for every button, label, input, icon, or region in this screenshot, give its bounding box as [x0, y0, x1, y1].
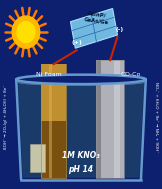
- Ellipse shape: [16, 75, 146, 84]
- Text: 1M KNO₃: 1M KNO₃: [62, 151, 100, 160]
- Text: (-): (-): [115, 27, 123, 32]
- Text: (+): (+): [72, 40, 82, 45]
- Circle shape: [17, 22, 35, 43]
- Bar: [114, 60, 120, 178]
- Polygon shape: [70, 9, 117, 48]
- Text: pH 14: pH 14: [69, 165, 93, 174]
- Text: NO₃⁻ + 6H₂O + 9e⁻ → NH₃ + 9OH⁻: NO₃⁻ + 6H₂O + 9e⁻ → NH₃ + 9OH⁻: [154, 82, 157, 152]
- Text: 8OH⁻ → 2O₂(g) + 4H₂O(l) + 8e⁻: 8OH⁻ → 2O₂(g) + 4H₂O(l) + 8e⁻: [5, 85, 8, 149]
- Polygon shape: [18, 82, 144, 178]
- Circle shape: [12, 16, 40, 48]
- Bar: [41, 64, 66, 121]
- Ellipse shape: [18, 79, 144, 86]
- Bar: [96, 60, 101, 178]
- Bar: [41, 121, 66, 178]
- Bar: [30, 144, 45, 172]
- Text: GaInP/
GaAs/Ge: GaInP/ GaAs/Ge: [83, 10, 110, 25]
- Bar: [96, 60, 124, 178]
- Bar: [41, 64, 66, 178]
- Text: OD-Co: OD-Co: [121, 73, 141, 77]
- Bar: [49, 64, 52, 178]
- Bar: [96, 60, 124, 178]
- Text: Ni Foam: Ni Foam: [36, 73, 61, 77]
